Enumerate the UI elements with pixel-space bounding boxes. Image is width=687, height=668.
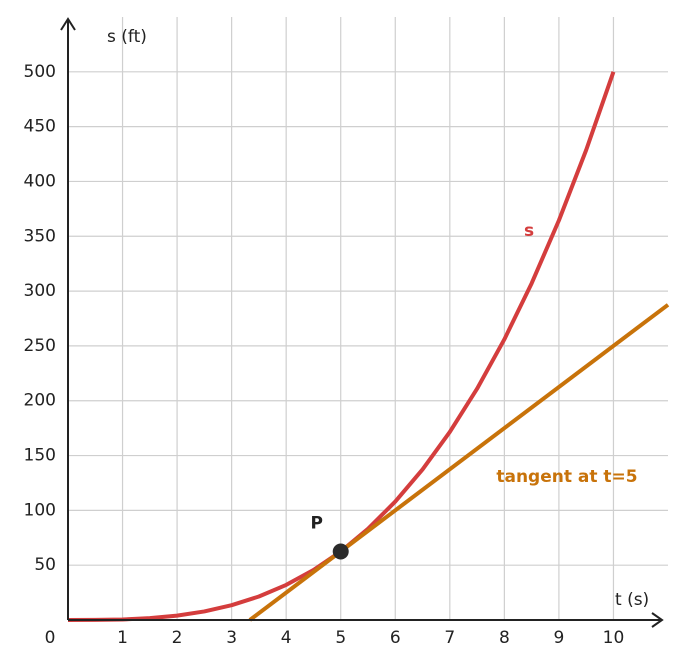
grid <box>68 17 668 620</box>
point-label: P <box>310 513 322 533</box>
y-tick-label: 150 <box>24 446 56 466</box>
y-axis-label: s (ft) <box>107 27 147 47</box>
y-tick-label: 350 <box>24 226 56 246</box>
y-tick-label: 500 <box>24 62 56 82</box>
x-tick-label: 1 <box>117 628 128 648</box>
y-axis-arrow <box>60 17 76 31</box>
series-label: s <box>524 221 534 241</box>
y-tick-label: 250 <box>24 336 56 356</box>
y-tick-label: 50 <box>34 555 56 575</box>
x-tick-label: 10 <box>603 628 625 648</box>
series-label: tangent at t=5 <box>496 467 637 487</box>
x-tick-label: 5 <box>335 628 346 648</box>
plot-area <box>67 71 670 622</box>
x-tick-label: 6 <box>390 628 401 648</box>
x-tick-label: 2 <box>172 628 183 648</box>
y-tick-label: 100 <box>24 500 56 520</box>
y-tick-label: 450 <box>24 117 56 137</box>
y-tick-label: 300 <box>24 281 56 301</box>
y-tick-label: 200 <box>24 391 56 411</box>
x-tick-label: 3 <box>226 628 237 648</box>
x-tick-label: 0 <box>45 628 56 648</box>
x-tick-label: 4 <box>281 628 292 648</box>
x-tick-label: 7 <box>444 628 455 648</box>
x-axis-arrow <box>651 612 664 628</box>
y-tick-label: 400 <box>24 171 56 191</box>
x-tick-label: 8 <box>499 628 510 648</box>
point <box>332 543 349 560</box>
line <box>248 303 670 622</box>
x-tick-label: 9 <box>553 628 564 648</box>
x-axis-label: t (s) <box>615 590 649 610</box>
